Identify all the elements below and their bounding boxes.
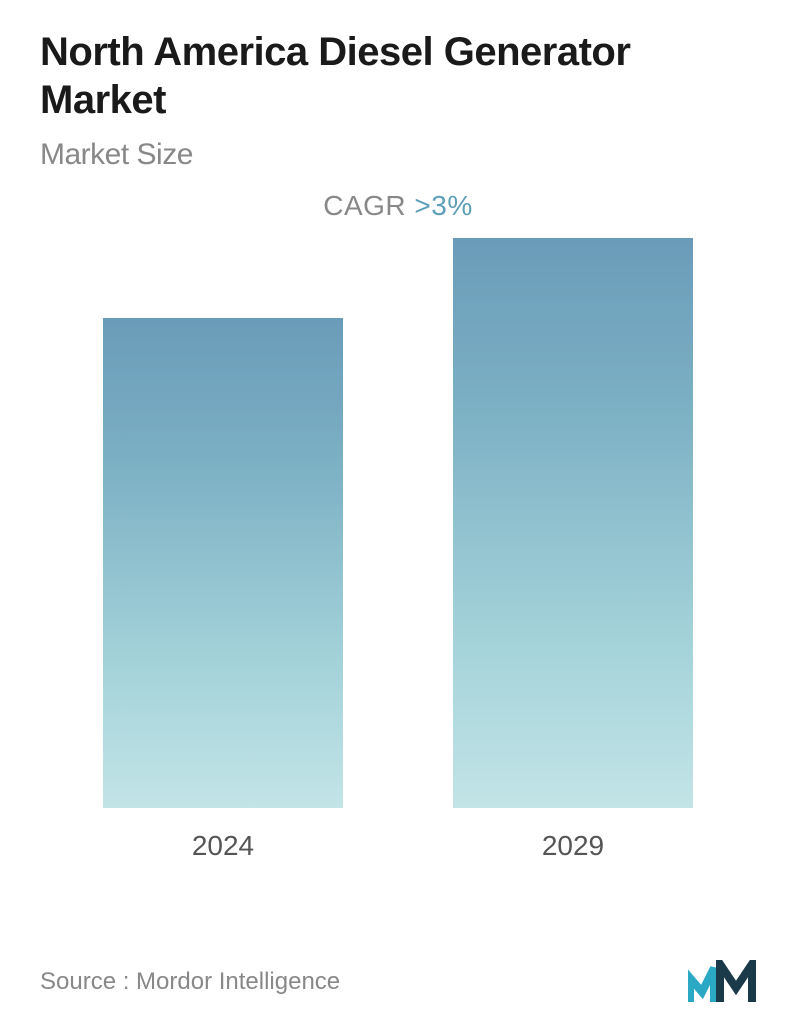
chart-subtitle: Market Size (40, 138, 756, 172)
footer: Source : Mordor Intelligence (40, 960, 756, 1004)
bar-wrap-1: 2029 (453, 238, 693, 862)
chart-container: North America Diesel Generator Market Ma… (0, 0, 796, 1034)
source-text: Source : Mordor Intelligence (40, 968, 340, 996)
brand-logo-icon (688, 960, 756, 1004)
cagr-label: CAGR (323, 190, 414, 221)
cagr-row: CAGR >3% (40, 190, 756, 222)
bar-2024 (103, 318, 343, 808)
bar-wrap-0: 2024 (103, 318, 343, 862)
bar-chart: 2024 2029 (40, 282, 756, 922)
bar-label-2024: 2024 (192, 830, 254, 862)
bar-label-2029: 2029 (542, 830, 604, 862)
cagr-value: >3% (414, 190, 472, 221)
bar-2029 (453, 238, 693, 808)
bars-group: 2024 2029 (40, 282, 756, 862)
chart-title: North America Diesel Generator Market (40, 28, 756, 124)
